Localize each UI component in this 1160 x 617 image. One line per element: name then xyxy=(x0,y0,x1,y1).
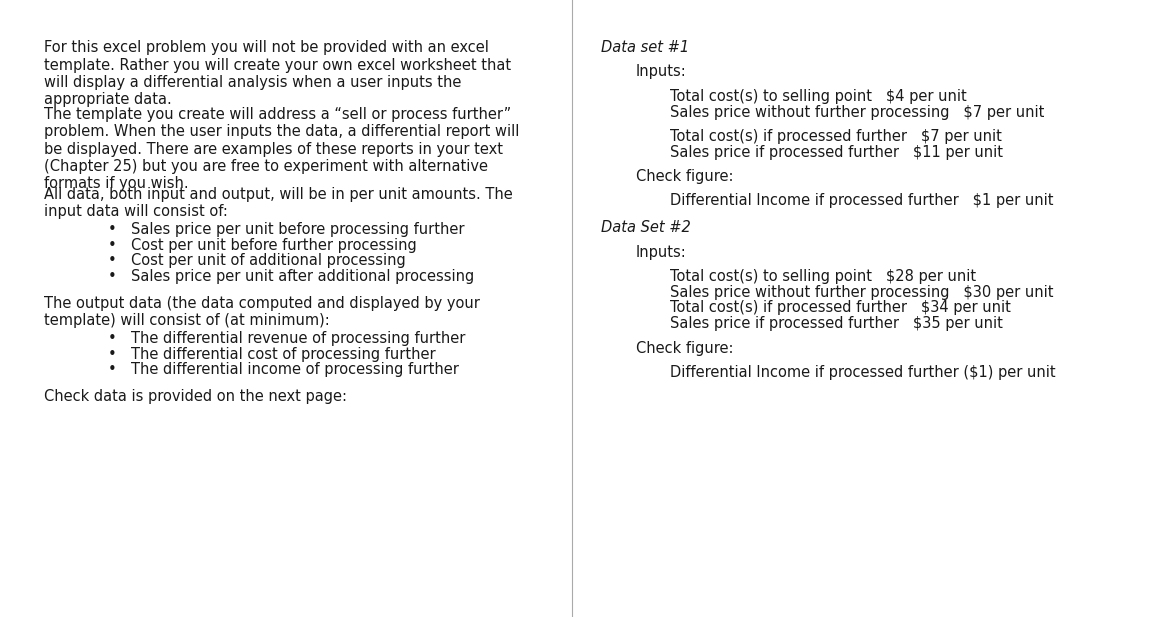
Text: The output data (the data computed and displayed by your
template) will consist : The output data (the data computed and d… xyxy=(44,296,480,328)
Text: The differential cost of processing further: The differential cost of processing furt… xyxy=(131,347,436,362)
Text: The differential income of processing further: The differential income of processing fu… xyxy=(131,362,459,378)
Text: Check data is provided on the next page:: Check data is provided on the next page: xyxy=(44,389,347,404)
Text: •: • xyxy=(108,253,117,268)
Text: Sales price if processed further   $35 per unit: Sales price if processed further $35 per… xyxy=(670,316,1003,331)
Text: All data, both input and output, will be in per unit amounts. The
input data wil: All data, both input and output, will be… xyxy=(44,186,513,219)
Text: •: • xyxy=(108,238,117,252)
Text: Data set #1: Data set #1 xyxy=(601,40,689,55)
Text: •: • xyxy=(108,347,117,362)
Text: •: • xyxy=(108,331,117,346)
Text: Differential Income if processed further   $1 per unit: Differential Income if processed further… xyxy=(670,193,1054,209)
Text: Total cost(s) if processed further   $34 per unit: Total cost(s) if processed further $34 p… xyxy=(670,300,1012,315)
Text: Sales price per unit before processing further: Sales price per unit before processing f… xyxy=(131,222,464,237)
Text: Total cost(s) if processed further   $7 per unit: Total cost(s) if processed further $7 pe… xyxy=(670,129,1002,144)
Text: Sales price without further processing   $7 per unit: Sales price without further processing $… xyxy=(670,104,1045,120)
Text: Check figure:: Check figure: xyxy=(636,341,733,355)
Text: The template you create will address a “sell or process further”
problem. When t: The template you create will address a “… xyxy=(44,107,520,191)
Text: •: • xyxy=(108,269,117,284)
Text: Check figure:: Check figure: xyxy=(636,169,733,184)
Text: Total cost(s) to selling point   $28 per unit: Total cost(s) to selling point $28 per u… xyxy=(670,269,977,284)
Text: Sales price without further processing   $30 per unit: Sales price without further processing $… xyxy=(670,284,1054,300)
Text: Cost per unit of additional processing: Cost per unit of additional processing xyxy=(131,253,406,268)
Text: •: • xyxy=(108,222,117,237)
Text: Sales price per unit after additional processing: Sales price per unit after additional pr… xyxy=(131,269,474,284)
Text: Data Set #2: Data Set #2 xyxy=(601,220,690,235)
Text: •: • xyxy=(108,362,117,378)
Text: The differential revenue of processing further: The differential revenue of processing f… xyxy=(131,331,465,346)
Text: Sales price if processed further   $11 per unit: Sales price if processed further $11 per… xyxy=(670,144,1003,160)
Text: Cost per unit before further processing: Cost per unit before further processing xyxy=(131,238,416,252)
Text: For this excel problem you will not be provided with an excel
template. Rather y: For this excel problem you will not be p… xyxy=(44,40,512,107)
Text: Total cost(s) to selling point   $4 per unit: Total cost(s) to selling point $4 per un… xyxy=(670,89,967,104)
Text: Inputs:: Inputs: xyxy=(636,244,687,260)
Text: Inputs:: Inputs: xyxy=(636,65,687,80)
Text: Differential Income if processed further ($1) per unit: Differential Income if processed further… xyxy=(670,365,1056,380)
